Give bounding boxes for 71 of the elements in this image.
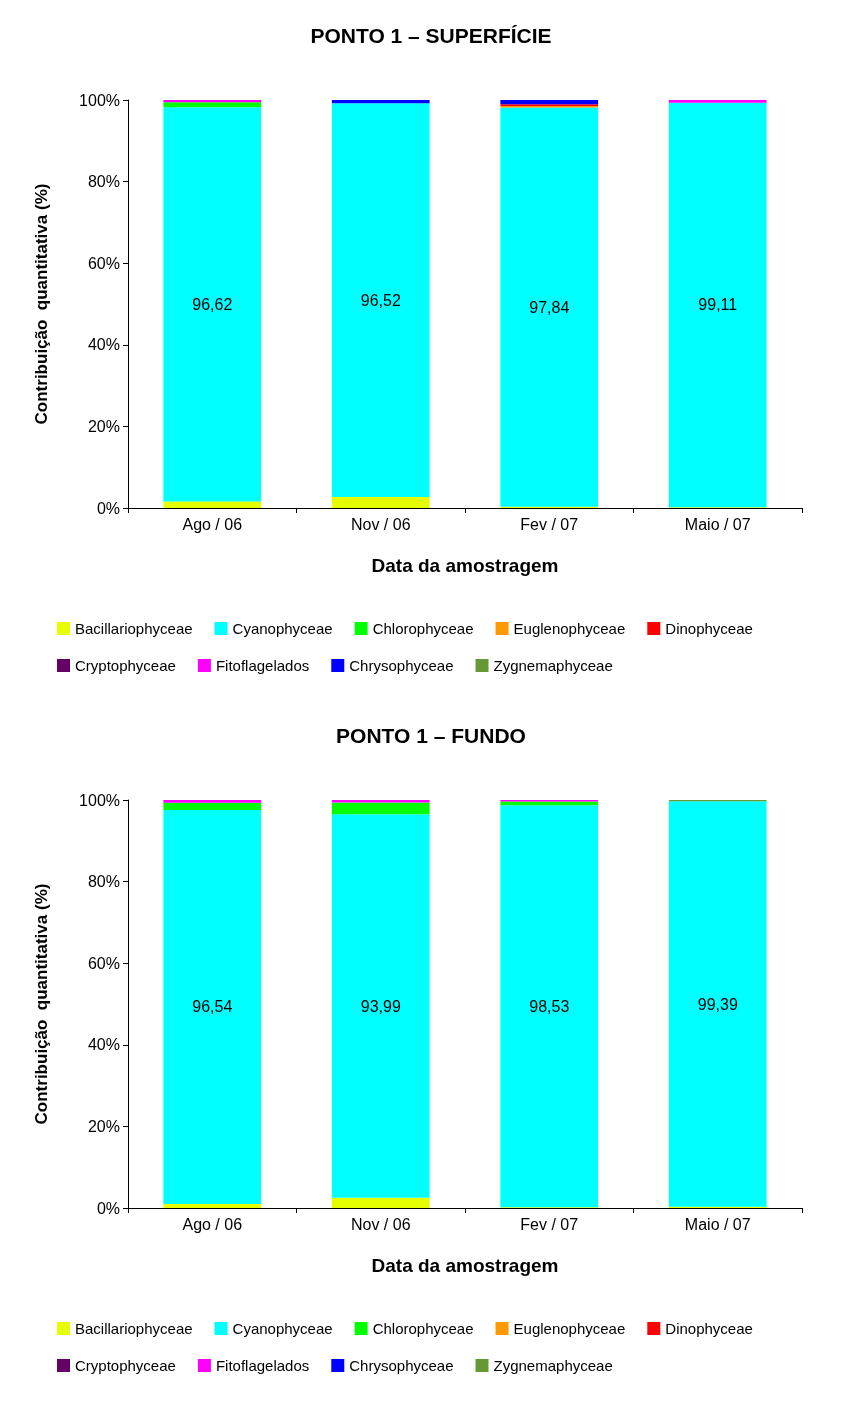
data-label: 93,99 <box>360 997 401 1015</box>
bar <box>668 801 767 1207</box>
legend-label: Zygnemaphyceae <box>493 1357 613 1374</box>
data-label: 96,62 <box>192 295 233 313</box>
data-label: 99,11 <box>698 296 738 314</box>
chart-title: PONTO 1 – FUNDO <box>336 724 526 747</box>
y-tick-label: 60% <box>87 954 120 972</box>
y-tick-label: 60% <box>87 254 120 272</box>
legend-label: Euglenophyceae <box>513 620 626 637</box>
x-tick-label: Fev / 07 <box>520 1215 579 1233</box>
y-tick-label: 20% <box>87 417 120 435</box>
bar <box>163 107 262 502</box>
bar <box>500 805 599 1208</box>
y-tick-label: 0% <box>96 499 120 517</box>
x-tick-label: Ago / 06 <box>182 515 243 533</box>
legend-label: Chlorophyceae <box>372 620 474 637</box>
x-axis-title: Data da amostragem <box>371 1255 559 1276</box>
bar <box>163 102 262 108</box>
bar <box>163 1203 262 1208</box>
bar <box>331 814 430 1198</box>
legend-label: Dinophyceae <box>665 1320 753 1337</box>
legend-label: Cyanophyceae <box>232 1320 333 1337</box>
y-tick-label: 20% <box>87 1117 120 1135</box>
bar <box>331 1197 430 1208</box>
bar <box>331 103 430 497</box>
legend-label: Fitoflagelados <box>215 1357 310 1374</box>
data-label: 97,84 <box>529 298 570 316</box>
chart-title: PONTO 1 – SUPERFÍCIE <box>310 24 552 47</box>
y-axis-title: Contribuição quantitativa (%) <box>32 183 51 425</box>
legend-label: Cryptophyceae <box>75 657 176 674</box>
bar <box>163 501 262 508</box>
bar <box>163 802 262 811</box>
legend-label: Zygnemaphyceae <box>493 657 613 674</box>
legend-label: Euglenophyceae <box>513 1320 626 1337</box>
bar <box>500 100 599 105</box>
x-tick-label: Nov / 06 <box>350 515 411 533</box>
bar <box>668 102 767 508</box>
y-axis-title: Contribuição quantitativa (%) <box>32 883 51 1125</box>
x-tick-label: Ago / 06 <box>182 1215 243 1233</box>
bar <box>500 107 599 507</box>
y-tick-label: 100% <box>79 791 120 809</box>
x-tick-label: Maio / 07 <box>684 1215 751 1233</box>
legend-label: Fitoflagelados <box>215 657 310 674</box>
data-label: 98,53 <box>529 997 570 1015</box>
data-label: 96,52 <box>360 291 401 309</box>
y-tick-label: 80% <box>87 873 120 891</box>
legend-label: Bacillariophyceae <box>75 1320 193 1337</box>
data-label: 96,54 <box>192 998 233 1016</box>
legend-label: Chrysophyceae <box>349 1357 454 1374</box>
bar <box>163 800 262 803</box>
y-tick-label: 40% <box>87 1036 120 1054</box>
legend-label: Chlorophyceae <box>372 1320 474 1337</box>
bar <box>331 100 430 104</box>
y-tick-label: 100% <box>79 91 120 109</box>
bar <box>163 810 262 1204</box>
x-tick-label: Maio / 07 <box>684 515 751 533</box>
x-tick-label: Fev / 07 <box>520 515 579 533</box>
legend-label: Dinophyceae <box>665 620 753 637</box>
y-tick-label: 40% <box>87 336 120 354</box>
y-tick-label: 80% <box>87 173 120 191</box>
legend-label: Chrysophyceae <box>349 657 454 674</box>
bar <box>668 100 767 103</box>
legend-label: Cryptophyceae <box>75 1357 176 1374</box>
legend-label: Cyanophyceae <box>232 620 333 637</box>
bar <box>331 802 430 815</box>
bar <box>331 496 430 508</box>
x-axis-title: Data da amostragem <box>371 555 559 576</box>
x-tick-label: Nov / 06 <box>350 1215 411 1233</box>
y-tick-label: 0% <box>96 1199 120 1217</box>
legend-label: Bacillariophyceae <box>75 620 193 637</box>
data-label: 99,39 <box>697 995 738 1013</box>
